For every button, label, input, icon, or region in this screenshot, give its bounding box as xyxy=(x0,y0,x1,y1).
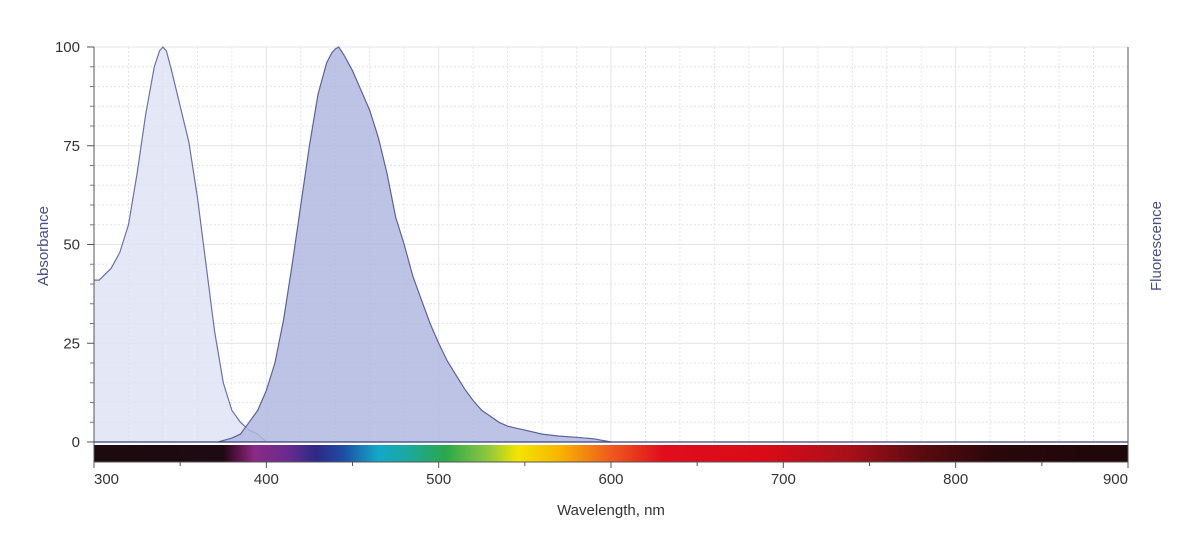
y-axis-title-right: Fluorescence xyxy=(1148,201,1165,291)
absorbance-line xyxy=(94,46,267,443)
y-tick-label: 50 xyxy=(63,237,80,254)
x-tick-label: 300 xyxy=(94,471,119,488)
y-tick-label: 0 xyxy=(72,434,80,451)
x-tick-label: 600 xyxy=(598,471,623,488)
series-layer xyxy=(94,46,1128,443)
y-tick-label: 75 xyxy=(63,138,80,155)
y-axis-title-left: Absorbance xyxy=(35,206,52,286)
spectrum-bar xyxy=(94,445,1128,462)
major-gridlines xyxy=(94,46,1128,442)
axes-layer xyxy=(87,46,1129,468)
absorbance-area xyxy=(94,47,267,442)
labels-layer: 0 25 50 75 100 300 400 500 600 700 800 900 xyxy=(55,39,1128,488)
fluorescence-area xyxy=(218,47,611,442)
x-tick-label: 400 xyxy=(254,471,279,488)
y-tick-label: 100 xyxy=(55,39,80,56)
x-axis-title: Wavelength, nm xyxy=(557,502,665,519)
fluorescence-line xyxy=(217,46,612,443)
x-tick-label: 800 xyxy=(943,471,968,488)
y-tick-label: 25 xyxy=(63,335,80,352)
x-tick-label: 900 xyxy=(1103,471,1128,488)
x-tick-label: 500 xyxy=(426,471,451,488)
x-tick-label: 700 xyxy=(771,471,796,488)
